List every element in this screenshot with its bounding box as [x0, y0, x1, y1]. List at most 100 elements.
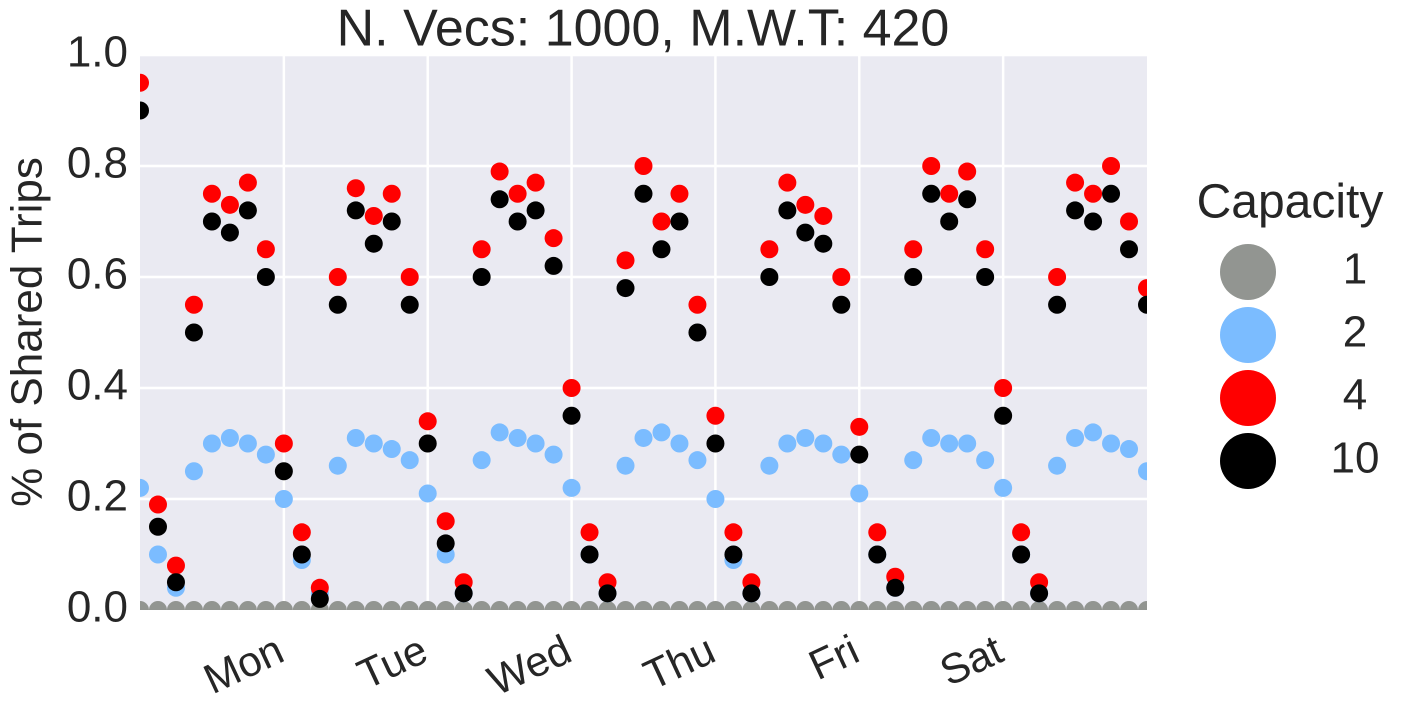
point — [562, 379, 581, 397]
point — [220, 428, 239, 447]
point — [850, 445, 869, 464]
point — [580, 545, 599, 564]
point — [508, 428, 527, 447]
point — [562, 601, 581, 610]
point — [364, 206, 383, 225]
point — [994, 379, 1013, 397]
point — [598, 601, 617, 610]
point — [652, 240, 671, 259]
point — [382, 440, 401, 459]
point — [1120, 240, 1139, 259]
point — [958, 162, 977, 181]
point — [616, 601, 635, 610]
point — [904, 451, 923, 470]
legend-label: 10 — [1331, 434, 1380, 483]
point — [310, 589, 329, 608]
x-tick-label: Wed — [481, 626, 578, 705]
point — [328, 268, 347, 286]
point — [670, 434, 689, 453]
point — [850, 601, 869, 610]
point — [706, 406, 725, 425]
point — [760, 268, 779, 286]
point — [724, 523, 743, 542]
point — [238, 601, 257, 610]
point — [1048, 601, 1067, 610]
point — [346, 601, 365, 610]
point — [202, 184, 221, 203]
point — [652, 212, 671, 231]
point — [778, 434, 797, 453]
point — [274, 434, 293, 453]
point — [382, 184, 401, 203]
point — [1102, 157, 1121, 175]
point — [148, 601, 167, 610]
point — [850, 417, 869, 436]
point — [634, 601, 653, 610]
point — [526, 201, 545, 220]
point — [256, 601, 275, 610]
point — [238, 201, 257, 220]
marks — [140, 73, 1147, 610]
point — [580, 601, 599, 610]
point — [850, 484, 869, 503]
point — [814, 434, 833, 453]
point — [634, 428, 653, 447]
point — [724, 545, 743, 564]
point — [490, 190, 509, 209]
point — [472, 240, 491, 259]
point — [958, 190, 977, 209]
point — [364, 434, 383, 453]
point — [184, 295, 203, 314]
y-tick-label: 0.8 — [67, 139, 128, 188]
point — [526, 434, 545, 453]
point — [274, 462, 293, 481]
point — [400, 295, 419, 314]
point — [292, 523, 311, 542]
point — [1084, 423, 1103, 442]
x-tick-label: Mon — [196, 626, 290, 703]
point — [904, 268, 923, 286]
legend-marker — [1220, 307, 1276, 363]
point — [724, 601, 743, 610]
point — [706, 601, 725, 610]
point — [166, 556, 185, 575]
point — [742, 584, 761, 603]
point — [868, 545, 887, 564]
point — [148, 517, 167, 536]
point — [670, 184, 689, 203]
legend-marker — [1220, 433, 1276, 489]
point — [490, 423, 509, 442]
point — [922, 157, 941, 175]
point — [832, 445, 851, 464]
point — [940, 434, 959, 453]
point — [616, 456, 635, 475]
legend-title: Capacity — [1197, 176, 1384, 229]
point — [328, 295, 347, 314]
point — [418, 484, 437, 503]
point — [148, 545, 167, 564]
point — [706, 490, 725, 508]
point — [670, 212, 689, 231]
point — [670, 601, 689, 610]
point — [400, 451, 419, 470]
point — [688, 295, 707, 314]
y-tick-label: 1.0 — [67, 28, 128, 77]
point — [238, 434, 257, 453]
point — [1138, 462, 1147, 481]
point — [166, 601, 185, 610]
point — [814, 234, 833, 253]
point — [220, 195, 239, 214]
point — [814, 206, 833, 225]
point — [508, 601, 527, 610]
point — [490, 162, 509, 181]
point — [526, 601, 545, 610]
x-tick-label: Sat — [933, 625, 1010, 694]
point — [778, 601, 797, 610]
point — [1102, 184, 1121, 203]
point — [256, 268, 275, 286]
point — [598, 584, 617, 603]
point — [140, 601, 149, 610]
point — [184, 323, 203, 342]
point — [904, 240, 923, 259]
